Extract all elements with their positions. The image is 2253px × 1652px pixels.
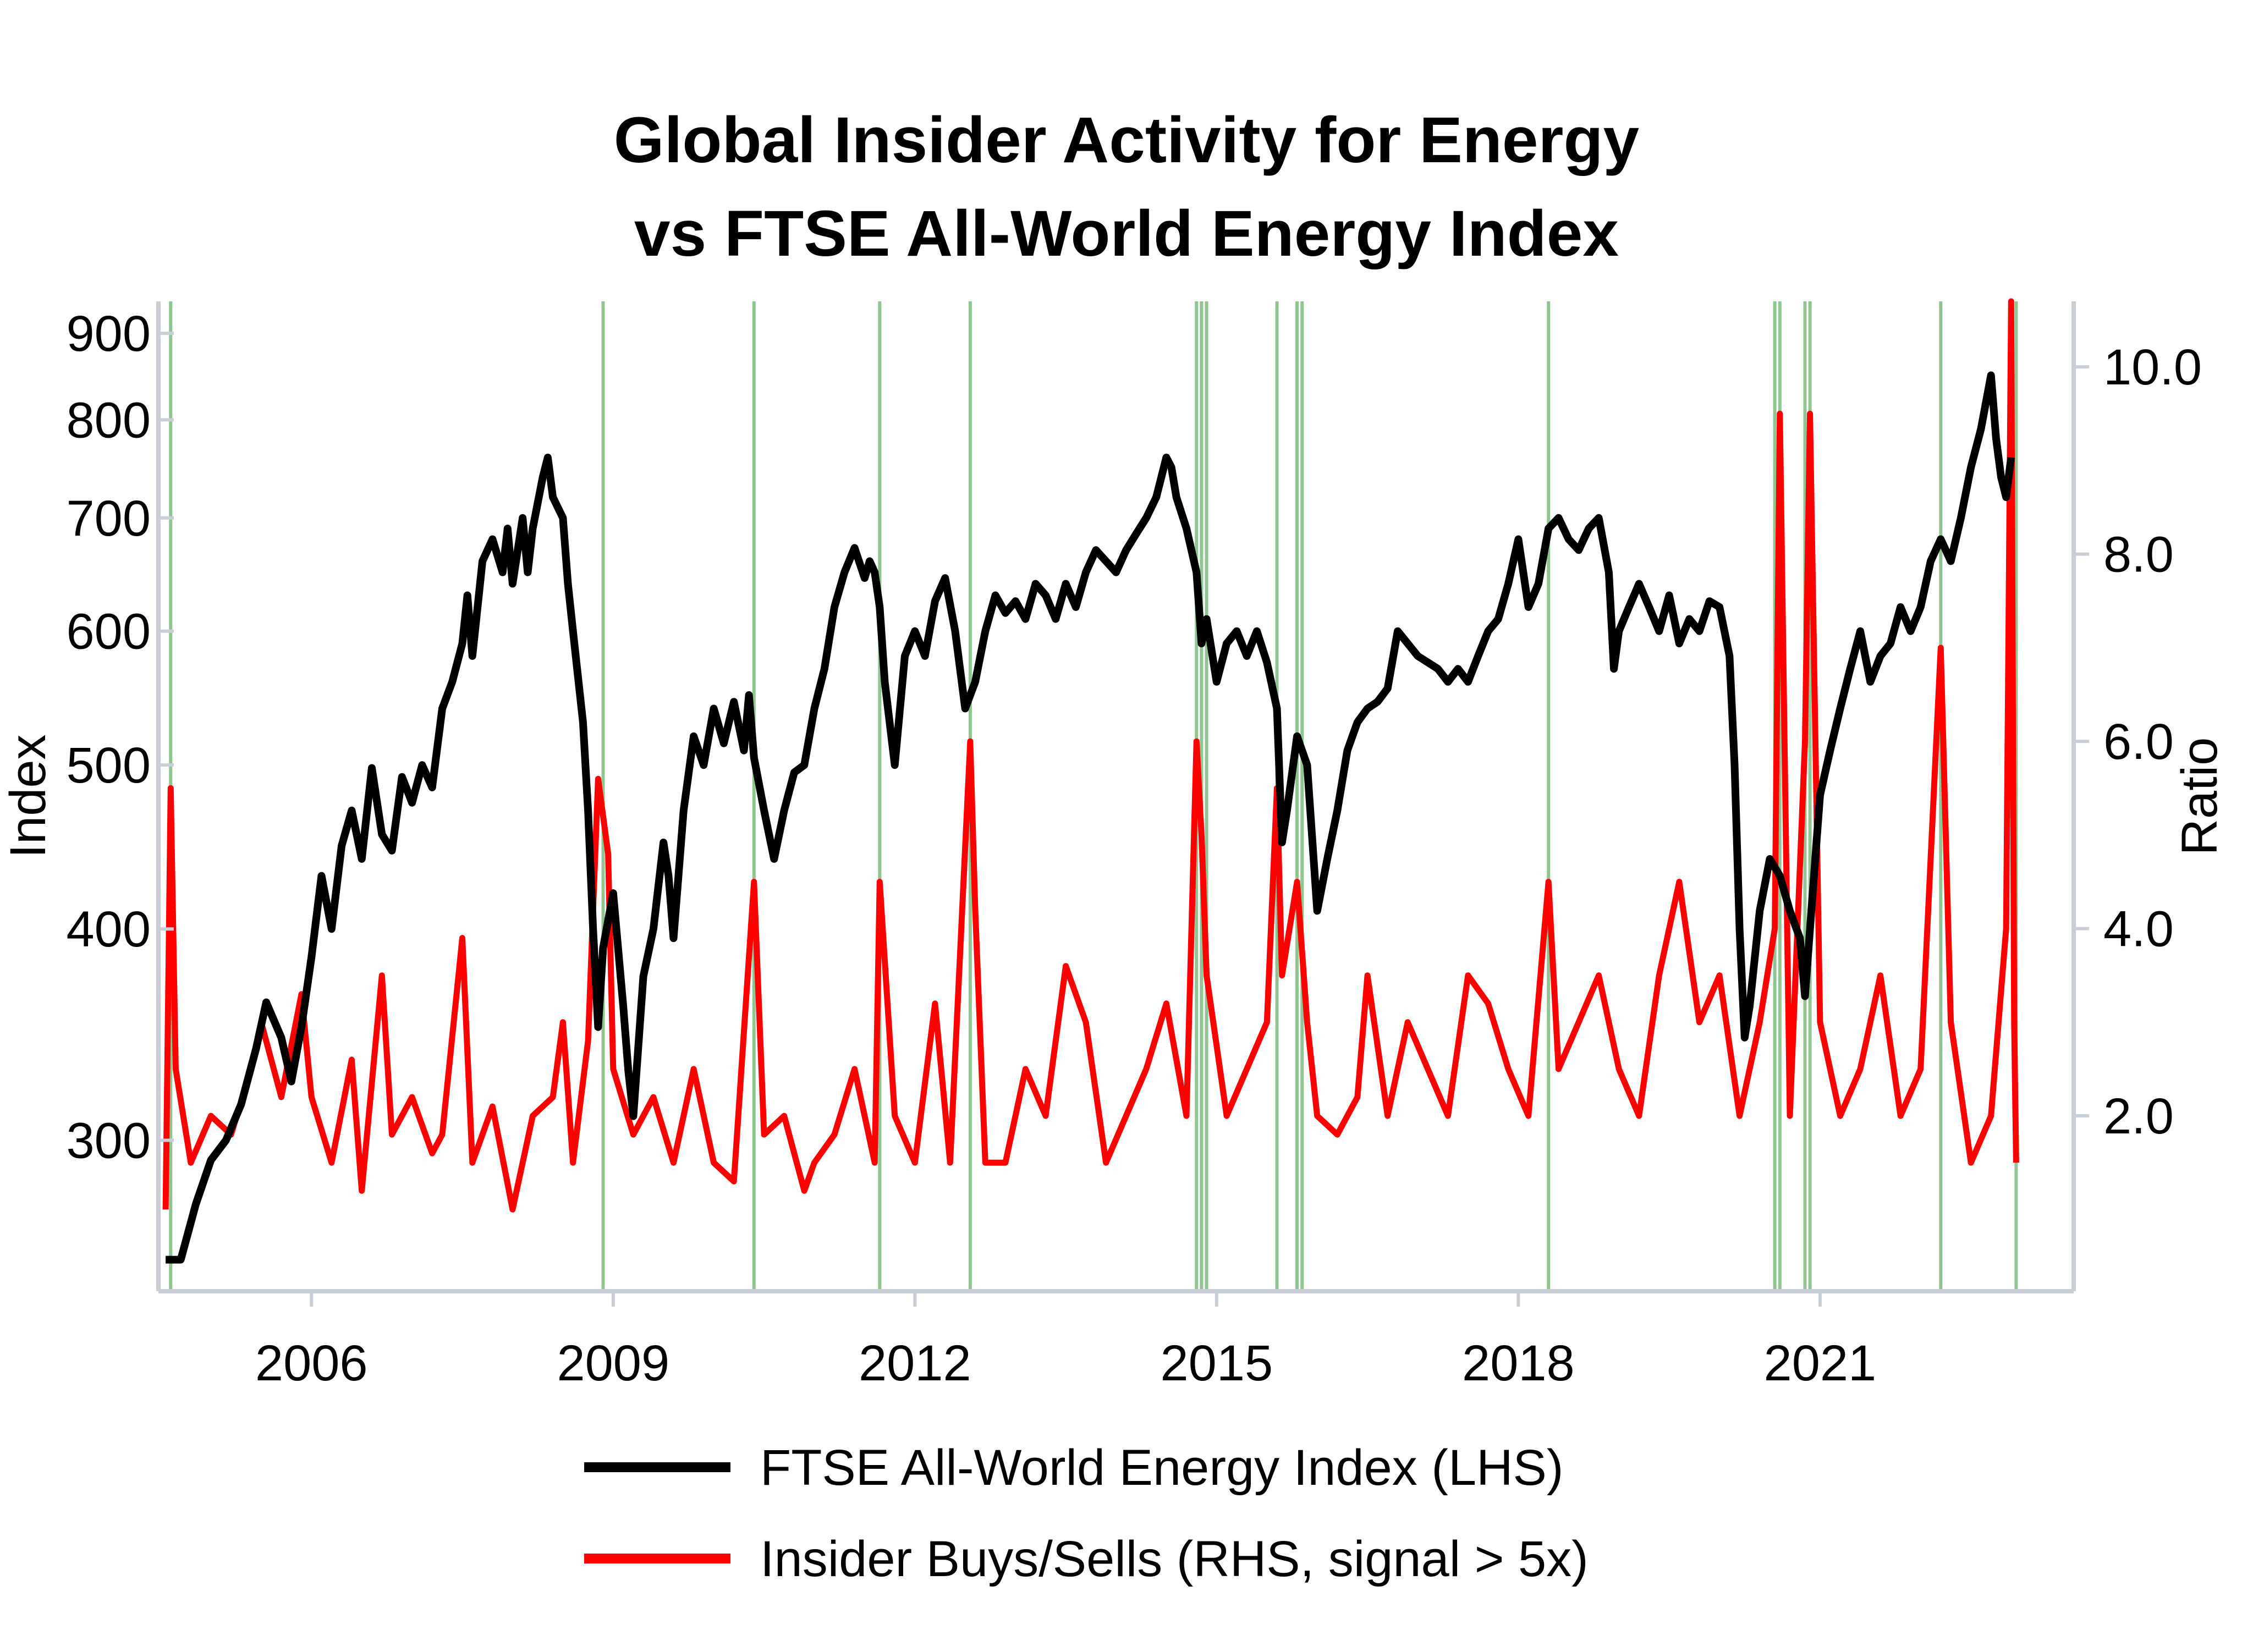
left-tick-label: 800	[67, 392, 151, 448]
chart-title: Global Insider Activity for Energy vs FT…	[614, 104, 1639, 270]
left-tick-label: 300	[67, 1113, 151, 1169]
x-tick-label: 2021	[1764, 1335, 1877, 1391]
right-tick-label: 10.0	[2103, 339, 2202, 395]
right-tick-label: 2.0	[2103, 1088, 2174, 1144]
legend-entry-index: FTSE All-World Energy Index (LHS)	[584, 1440, 1564, 1496]
ratio-series-layer	[162, 298, 2019, 1213]
x-tick-label: 2015	[1161, 1335, 1273, 1391]
axes	[156, 301, 2076, 1293]
x-tick-label: 2006	[255, 1335, 368, 1391]
ratio-series-line	[162, 298, 2019, 1213]
x-tick-label: 2012	[859, 1335, 971, 1391]
index-series-layer	[166, 371, 2015, 1264]
legend: FTSE All-World Energy Index (LHS) Inside…	[584, 1440, 1589, 1587]
legend-entry-ratio: Insider Buys/Sells (RHS, signal > 5x)	[584, 1531, 1589, 1587]
title-line-2: vs FTSE All-World Energy Index	[634, 197, 1619, 270]
x-tick-label: 2018	[1462, 1335, 1575, 1391]
left-axis-ticks: 300 400 500 600 700 800 900	[67, 306, 174, 1169]
left-tick-label: 700	[67, 491, 151, 547]
left-axis-label: Index	[0, 734, 56, 858]
left-tick-label: 900	[67, 306, 151, 362]
right-axis-label: Ratio	[2172, 737, 2228, 856]
x-axis-ticks: 2006 2009 2012 2015 2018 2021	[255, 1291, 1876, 1391]
right-tick-label: 8.0	[2103, 527, 2174, 583]
legend-label-index: FTSE All-World Energy Index (LHS)	[760, 1440, 1564, 1496]
right-tick-label: 4.0	[2103, 901, 2174, 957]
x-tick-label: 2009	[557, 1335, 669, 1391]
left-tick-label: 600	[67, 604, 151, 660]
right-tick-label: 6.0	[2103, 714, 2174, 770]
left-tick-label: 400	[67, 901, 151, 957]
right-axis-ticks: 2.0 4.0 6.0 8.0 10.0	[2074, 339, 2202, 1144]
legend-label-ratio: Insider Buys/Sells (RHS, signal > 5x)	[760, 1531, 1589, 1587]
left-tick-label: 500	[67, 737, 151, 794]
title-line-1: Global Insider Activity for Energy	[614, 104, 1639, 177]
index-series-line	[166, 371, 2015, 1264]
